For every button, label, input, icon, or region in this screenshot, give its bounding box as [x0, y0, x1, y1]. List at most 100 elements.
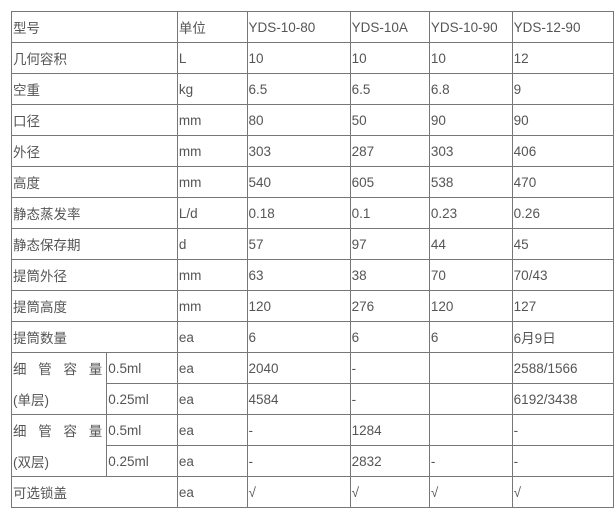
table-cell: ea — [176, 321, 248, 353]
table-cell: 1284 — [349, 414, 430, 446]
table-cell: mm — [176, 290, 248, 322]
table-cell: 0.23 — [428, 197, 513, 229]
table-cell: ea — [176, 445, 248, 477]
spec-table: 型号 单位 YDS-10-80 YDS-10A YDS-10-90 YDS-12-90 几何… — [10, 11, 614, 508]
table-row: 外径 mm 303 287 303 406 — [11, 135, 614, 167]
table-cell: 127 — [511, 290, 614, 322]
table-cell: 静态保存期 — [11, 228, 178, 260]
table-cell: ea — [176, 383, 248, 415]
table-cell: L — [176, 42, 248, 74]
table-cell: mm — [176, 135, 248, 167]
table-cell: kg — [176, 73, 248, 105]
table-cell: - — [349, 383, 430, 415]
table-cell: - — [511, 445, 614, 477]
table-cell: 静态蒸发率 — [11, 197, 178, 229]
table-cell: 303 — [428, 135, 513, 167]
table-row: (双层) 0.25ml ea -2832- - — [10, 445, 614, 477]
table-cell: mm — [176, 166, 248, 198]
table-cell: 6 — [428, 321, 513, 353]
table-row: 口径 mm 80 50 90 90 — [11, 104, 614, 136]
table-cell: 70 — [428, 259, 513, 291]
table-row: 几何容积 L 10 10 10 12 — [11, 42, 614, 74]
table-cell: - — [246, 445, 351, 477]
table-cell: 63 — [246, 259, 351, 291]
table-cell: mm — [176, 259, 248, 291]
table-cell: 0.5ml — [106, 414, 178, 446]
table-cell: 10 — [246, 42, 351, 74]
table-row: 空重 kg 6.5 6.5 6.8 9 — [11, 73, 614, 105]
table-cell: 287 — [349, 135, 430, 167]
table-cell: 38 — [349, 259, 430, 291]
table-row: 细 管 容 量 0.5ml ea 2040- 2588/1566 — [10, 352, 614, 384]
table-cell — [428, 352, 513, 384]
table-cell: 0.5ml — [106, 352, 178, 384]
table-cell: - — [511, 414, 614, 446]
table-cell: 12 — [511, 42, 614, 74]
table-cell — [428, 383, 513, 415]
table-cell: 几何容积 — [11, 42, 178, 74]
table-cell: 538 — [428, 166, 513, 198]
table-row: 提筒外径 mm 63 38 70 70/43 — [11, 259, 614, 291]
table-cell: 空重 — [11, 73, 178, 105]
table-row: (单层) 0.25ml ea 4584- 6192/3438 — [10, 383, 614, 415]
table-cell: 2588/1566 — [511, 352, 614, 384]
table-cell: 6.5 — [349, 73, 430, 105]
table-cell: ea — [176, 476, 248, 508]
table-row: 可选锁盖 ea √ √ √ √ — [11, 476, 614, 508]
table-cell: 45 — [511, 228, 614, 260]
table-row: 静态蒸发率 L/d 0.18 0.1 0.23 0.26 — [11, 197, 614, 229]
table-cell: 70/43 — [511, 259, 614, 291]
table-cell: 外径 — [11, 135, 178, 167]
header-row: 型号 单位 YDS-10-80 YDS-10A YDS-10-90 YDS-12-90 — [11, 11, 614, 43]
table-cell: 口径 — [11, 104, 178, 136]
table-cell: 提筒高度 — [11, 290, 178, 322]
column-header: 单位 — [176, 11, 248, 43]
table-cell: 57 — [246, 228, 351, 260]
table-cell: mm — [176, 104, 248, 136]
table-cell: 276 — [349, 290, 430, 322]
table-cell: 2040 — [246, 352, 351, 384]
group-label: 细 管 容 量 — [10, 352, 108, 384]
table-cell — [428, 414, 513, 446]
table-cell: 97 — [349, 228, 430, 260]
table-cell: 4584 — [246, 383, 351, 415]
column-header: YDS-10A — [349, 11, 430, 43]
table-row: 高度 mm 540 605 538 470 — [11, 166, 614, 198]
group-label: (双层) — [10, 445, 108, 477]
table-cell: 605 — [349, 166, 430, 198]
table-cell: 0.25ml — [106, 383, 178, 415]
table-cell: - — [349, 352, 430, 384]
table-cell: d — [176, 228, 248, 260]
table-cell: 0.25ml — [106, 445, 178, 477]
column-header: YDS-12-90 — [511, 11, 614, 43]
table-row: 细 管 容 量 0.5ml ea -1284- — [10, 414, 614, 446]
table-cell: - — [428, 445, 513, 477]
table-cell: 6月9日 — [511, 321, 614, 353]
table-cell: 6.8 — [428, 73, 513, 105]
table-cell: 可选锁盖 — [11, 476, 178, 508]
table-cell: ea — [176, 414, 248, 446]
table-cell: ea — [176, 352, 248, 384]
table-cell: L/d — [176, 197, 248, 229]
table-cell: 470 — [511, 166, 614, 198]
table-cell: 50 — [349, 104, 430, 136]
table-cell: 406 — [511, 135, 614, 167]
table-row: 静态保存期 d 57 97 44 45 — [11, 228, 614, 260]
group-label: (单层) — [10, 383, 108, 415]
table-cell: 0.1 — [349, 197, 430, 229]
table-cell: 9 — [511, 73, 614, 105]
table-cell: 6 — [349, 321, 430, 353]
table-cell: √ — [428, 476, 513, 508]
table-cell: 10 — [349, 42, 430, 74]
table-cell: 10 — [428, 42, 513, 74]
table-cell: 6 — [246, 321, 351, 353]
table-cell: 6192/3438 — [511, 383, 614, 415]
table-row: 提筒高度 mm 120 276 120 127 — [11, 290, 614, 322]
table-cell: 540 — [246, 166, 351, 198]
column-header: 型号 — [11, 11, 178, 43]
table-row: 提筒数量 ea 6 6 6 6月9日 — [11, 321, 614, 353]
table-cell: 44 — [428, 228, 513, 260]
table-cell: 90 — [511, 104, 614, 136]
table-cell: √ — [511, 476, 614, 508]
table-cell: 0.18 — [246, 197, 351, 229]
